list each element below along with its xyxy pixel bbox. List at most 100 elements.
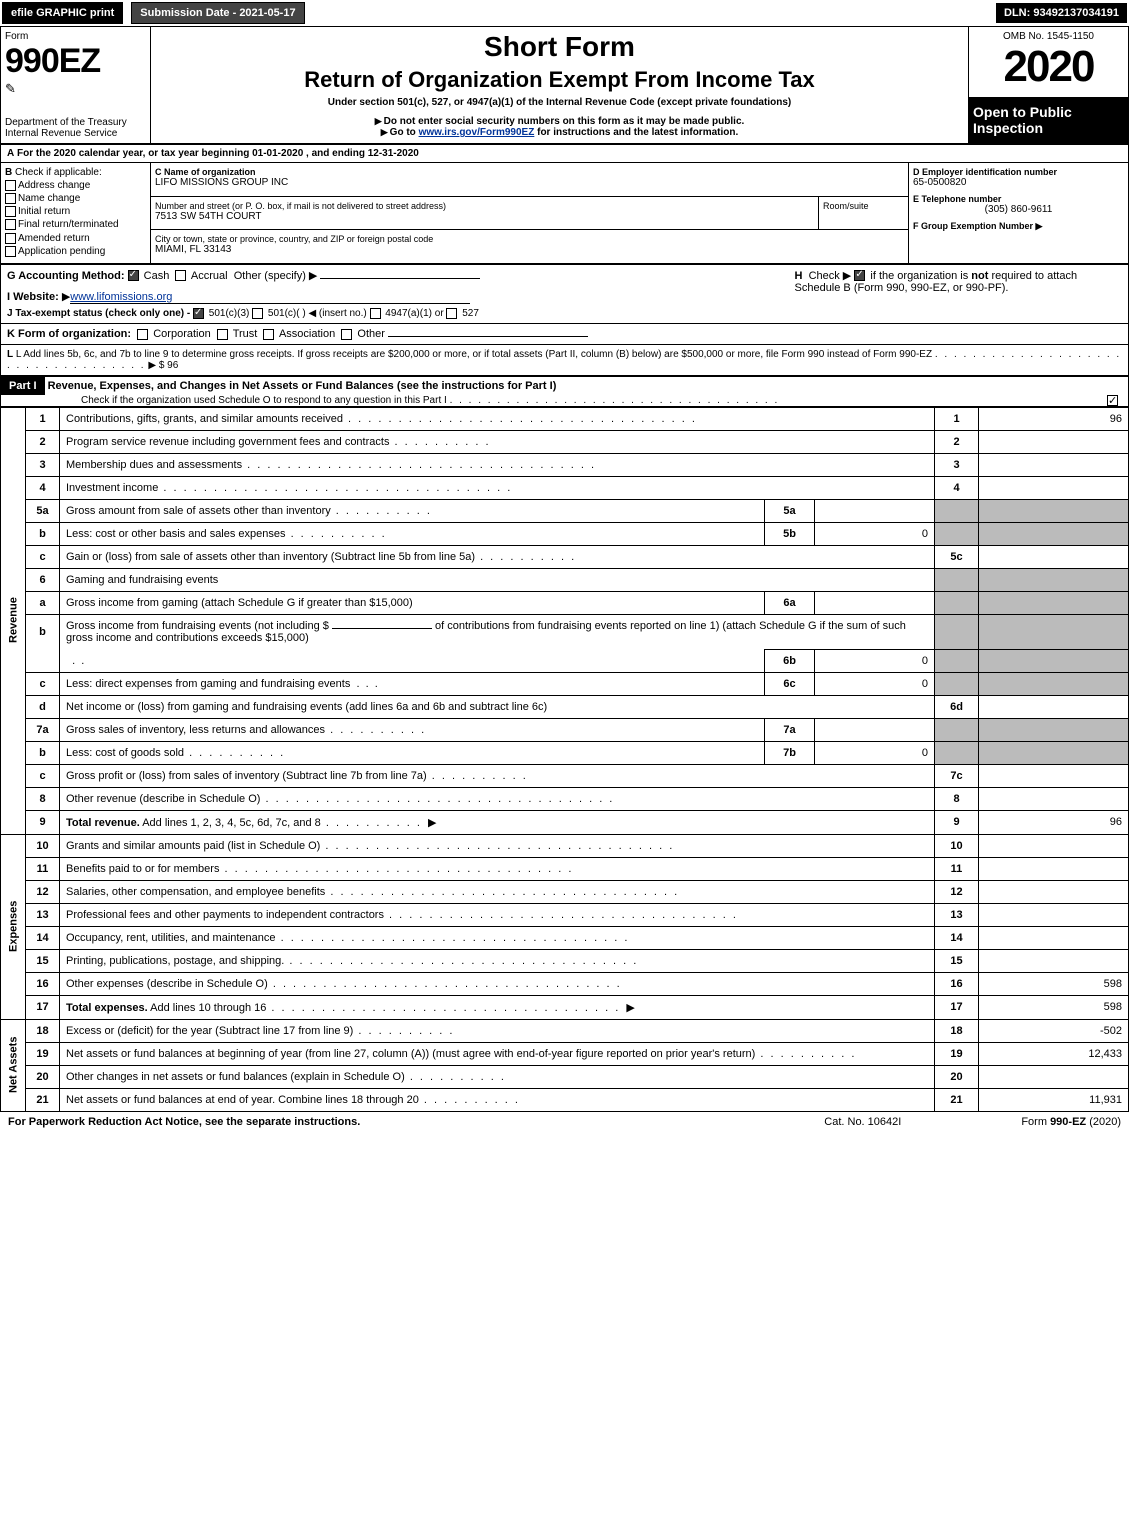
- line-9-no: 9: [26, 810, 60, 834]
- chk-name[interactable]: Name change: [5, 193, 146, 204]
- line-7b-val: 0: [815, 741, 935, 764]
- city: MIAMI, FL 33143: [155, 244, 904, 255]
- line-20-no: 20: [26, 1065, 60, 1088]
- phone: (305) 860-9611: [913, 204, 1124, 215]
- part1-header: Part I Revenue, Expenses, and Changes in…: [0, 376, 1129, 407]
- line-4-no: 4: [26, 476, 60, 499]
- line-2-text: Program service revenue including govern…: [66, 436, 389, 448]
- irs-label: Internal Revenue Service: [5, 128, 146, 139]
- chk-pending[interactable]: Application pending: [5, 246, 146, 257]
- line-7c-no: c: [26, 764, 60, 787]
- line-6a-text: Gross income from gaming (attach Schedul…: [66, 597, 413, 609]
- ghijkl-block: G Accounting Method: Cash Accrual Other …: [0, 264, 1129, 376]
- line-19-text: Net assets or fund balances at beginning…: [66, 1048, 755, 1060]
- header-table: Form 990EZ ✎ Department of the Treasury …: [0, 26, 1129, 144]
- warn-goto: Go to www.irs.gov/Form990EZ for instruct…: [159, 127, 960, 138]
- chk-corp[interactable]: [137, 329, 148, 340]
- l-val: $ 96: [159, 360, 178, 371]
- entity-block: A For the 2020 calendar year, or tax yea…: [0, 144, 1129, 264]
- chk-4947[interactable]: [370, 308, 381, 319]
- chk-501c3[interactable]: [193, 308, 204, 319]
- chk-address[interactable]: Address change: [5, 180, 146, 191]
- period-label: A For the 2020 calendar year, or tax yea…: [7, 148, 419, 159]
- part1-sub: Check if the organization used Schedule …: [81, 395, 447, 406]
- line-11-text: Benefits paid to or for members: [66, 863, 219, 875]
- line-21-text: Net assets or fund balances at end of ye…: [66, 1094, 419, 1106]
- line-13-text: Professional fees and other payments to …: [66, 909, 384, 921]
- line-10-val: [979, 834, 1129, 857]
- line-5a-val: [815, 499, 935, 522]
- line-5c-no: c: [26, 545, 60, 568]
- chk-trust[interactable]: [217, 329, 228, 340]
- chk-other-org[interactable]: [341, 329, 352, 340]
- h-text: H Check ▶ if the organization is not req…: [795, 269, 1123, 294]
- efile-button[interactable]: efile GRAPHIC print: [2, 2, 123, 24]
- chk-501c[interactable]: [252, 308, 263, 319]
- line-4-val: [979, 476, 1129, 499]
- submission-date-button[interactable]: Submission Date - 2021-05-17: [131, 2, 304, 24]
- line-14-no: 14: [26, 926, 60, 949]
- website-link[interactable]: www.lifomissions.org: [70, 291, 470, 304]
- line-6d-val: [979, 695, 1129, 718]
- line-7a-text: Gross sales of inventory, less returns a…: [66, 724, 325, 736]
- street-label: Number and street (or P. O. box, if mail…: [155, 201, 814, 211]
- line-5b-text: Less: cost or other basis and sales expe…: [66, 528, 286, 540]
- line-21-no: 21: [26, 1088, 60, 1111]
- chk-amended[interactable]: Amended return: [5, 233, 146, 244]
- chk-final[interactable]: Final return/terminated: [5, 219, 146, 230]
- line-6-no: 6: [26, 568, 60, 591]
- line-3-val: [979, 453, 1129, 476]
- dept-label: Department of the Treasury: [5, 117, 146, 128]
- lines-table: Revenue 1 Contributions, gifts, grants, …: [0, 407, 1129, 1112]
- line-20-val: [979, 1065, 1129, 1088]
- line-13-no: 13: [26, 903, 60, 926]
- line-5b-no: b: [26, 522, 60, 545]
- line-11-val: [979, 857, 1129, 880]
- box-def: D Employer identification number 65-0500…: [909, 163, 1129, 264]
- footer-right: Form 990-EZ (2020): [1021, 1116, 1121, 1128]
- line-18-no: 18: [26, 1019, 60, 1042]
- line-12-no: 12: [26, 880, 60, 903]
- line-16-text: Other expenses (describe in Schedule O): [66, 978, 268, 990]
- line-15-text: Printing, publications, postage, and shi…: [66, 955, 284, 967]
- line-6a-no: a: [26, 591, 60, 614]
- line-20-text: Other changes in net assets or fund bala…: [66, 1071, 405, 1083]
- line-8-val: [979, 787, 1129, 810]
- j-label: J Tax-exempt status (check only one) -: [7, 308, 190, 319]
- chk-accrual[interactable]: [175, 270, 186, 281]
- line-5a-no: 5a: [26, 499, 60, 522]
- subtitle: Under section 501(c), 527, or 4947(a)(1)…: [159, 97, 960, 108]
- org-name: LIFO MISSIONS GROUP INC: [155, 177, 904, 188]
- line-6b-text1: Gross income from fundraising events (no…: [66, 620, 329, 632]
- line-18-text: Excess or (deficit) for the year (Subtra…: [66, 1025, 353, 1037]
- line-8-no: 8: [26, 787, 60, 810]
- irs-link[interactable]: www.irs.gov/Form990EZ: [419, 127, 535, 138]
- line-6c-no: c: [26, 672, 60, 695]
- chk-527[interactable]: [446, 308, 457, 319]
- line-10-no: 10: [26, 834, 60, 857]
- line-17-val: 598: [979, 995, 1129, 1019]
- line-16-no: 16: [26, 972, 60, 995]
- line-7b-text: Less: cost of goods sold: [66, 747, 184, 759]
- revenue-group-label: Revenue: [1, 407, 26, 834]
- line-5c-text: Gain or (loss) from sale of assets other…: [66, 551, 475, 563]
- g-label: G Accounting Method:: [7, 270, 125, 282]
- chk-cash[interactable]: [128, 270, 139, 281]
- chk-h[interactable]: [854, 270, 865, 281]
- line-6d-no: d: [26, 695, 60, 718]
- line-16-val: 598: [979, 972, 1129, 995]
- line-5b-val: 0: [815, 522, 935, 545]
- return-title: Return of Organization Exempt From Incom…: [159, 67, 960, 93]
- line-4-text: Investment income: [66, 482, 158, 494]
- chk-initial[interactable]: Initial return: [5, 206, 146, 217]
- chk-scho[interactable]: [1107, 395, 1118, 406]
- ein: 65-0500820: [913, 177, 1124, 188]
- box-b: B Check if applicable: Address change Na…: [1, 163, 151, 264]
- c-label: C Name of organization: [155, 167, 904, 177]
- chk-assoc[interactable]: [263, 329, 274, 340]
- footer-mid: Cat. No. 10642I: [824, 1116, 901, 1128]
- line-1-num: 1: [935, 407, 979, 430]
- line-14-text: Occupancy, rent, utilities, and maintena…: [66, 932, 276, 944]
- line-19-val: 12,433: [979, 1042, 1129, 1065]
- line-10-text: Grants and similar amounts paid (list in…: [66, 840, 320, 852]
